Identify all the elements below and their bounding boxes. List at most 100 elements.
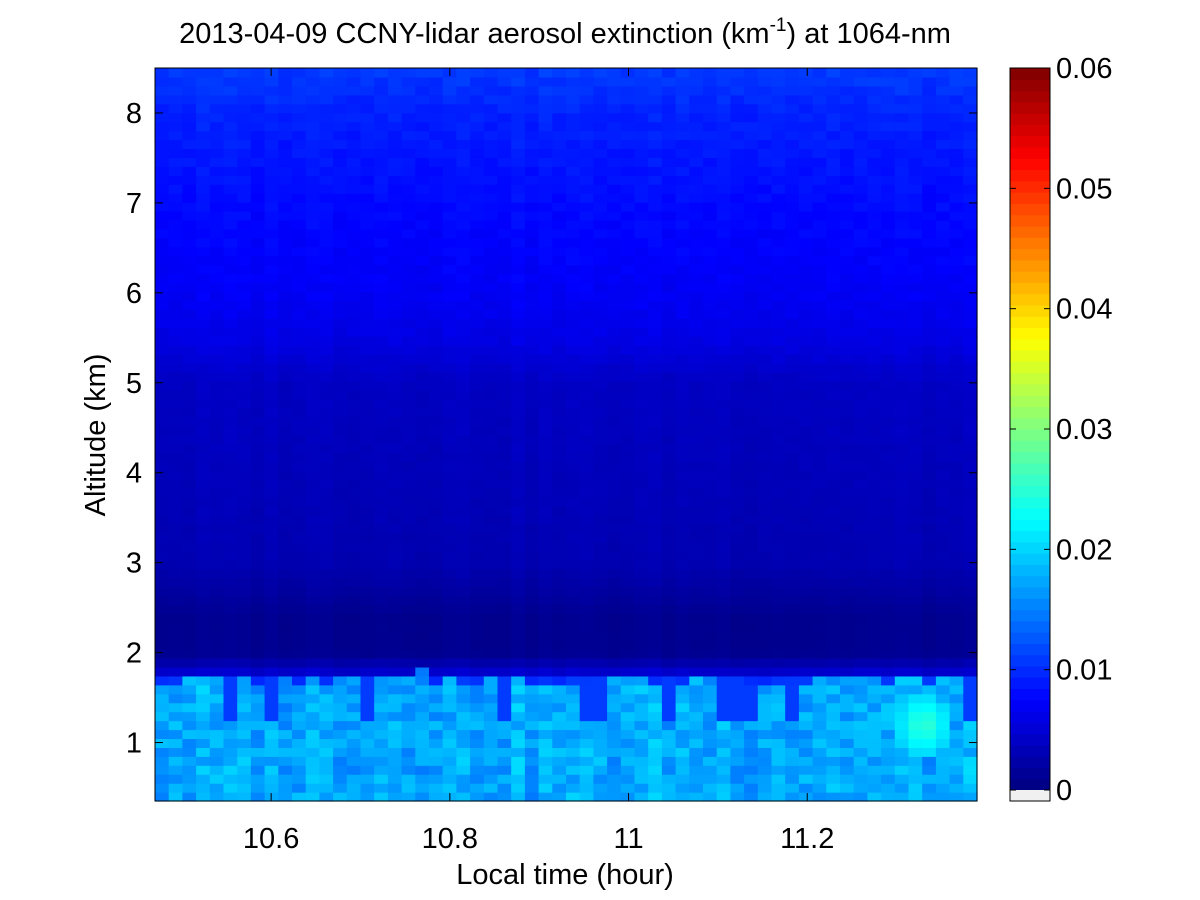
heatmap-cell bbox=[785, 720, 800, 731]
heatmap-cell bbox=[168, 613, 183, 623]
heatmap-cell bbox=[922, 345, 937, 355]
heatmap-cell bbox=[470, 354, 485, 364]
heatmap-cell bbox=[524, 541, 540, 552]
heatmap-cell bbox=[538, 389, 553, 400]
heatmap-cell bbox=[648, 613, 663, 623]
heatmap-cell bbox=[620, 792, 636, 802]
heatmap-cell bbox=[168, 702, 183, 713]
heatmap-cell bbox=[744, 282, 759, 293]
heatmap-cell bbox=[182, 541, 197, 552]
heatmap-cell bbox=[387, 228, 403, 239]
heatmap-cell bbox=[935, 568, 951, 579]
heatmap-cell bbox=[922, 461, 937, 471]
heatmap-cell bbox=[716, 202, 731, 212]
heatmap-cell bbox=[757, 747, 773, 757]
heatmap-cell bbox=[661, 452, 677, 462]
heatmap-cell bbox=[401, 720, 416, 731]
heatmap-cell bbox=[250, 479, 266, 489]
heatmap-cell bbox=[661, 175, 677, 185]
heatmap-cell bbox=[812, 613, 827, 623]
heatmap-cell bbox=[470, 103, 485, 114]
heatmap-cell bbox=[346, 720, 362, 731]
heatmap-cell bbox=[771, 264, 786, 275]
heatmap-cell bbox=[566, 121, 581, 132]
heatmap-cell bbox=[429, 193, 444, 203]
heatmap-cell bbox=[387, 336, 403, 346]
heatmap-cell bbox=[744, 711, 759, 722]
heatmap-cell bbox=[470, 318, 485, 328]
heatmap-cell bbox=[278, 309, 293, 319]
heatmap-cell bbox=[497, 112, 512, 123]
heatmap-cell bbox=[237, 345, 252, 355]
heatmap-cell bbox=[689, 76, 704, 87]
heatmap-cell bbox=[675, 684, 690, 695]
heatmap-cell bbox=[333, 514, 348, 525]
heatmap-cell bbox=[894, 416, 910, 427]
heatmap-cell bbox=[155, 327, 170, 337]
heatmap-cell bbox=[826, 541, 841, 552]
heatmap-cell bbox=[319, 425, 334, 436]
heatmap-cell bbox=[620, 443, 636, 453]
heatmap-cell bbox=[744, 514, 759, 525]
heatmap-cell bbox=[579, 255, 594, 266]
heatmap-cell bbox=[319, 434, 334, 445]
heatmap-cell bbox=[538, 336, 553, 346]
heatmap-cell bbox=[497, 228, 512, 239]
heatmap-cell bbox=[333, 532, 348, 543]
heatmap-cell bbox=[552, 184, 567, 194]
heatmap-cell bbox=[840, 568, 855, 579]
heatmap-cell bbox=[593, 479, 608, 489]
heatmap-cell bbox=[579, 541, 594, 552]
heatmap-cell bbox=[305, 85, 320, 96]
heatmap-cell bbox=[360, 577, 375, 588]
heatmap-cell bbox=[620, 228, 636, 239]
heatmap-cell bbox=[675, 175, 690, 185]
heatmap-cell bbox=[812, 112, 827, 123]
heatmap-cell bbox=[826, 586, 841, 596]
heatmap-cell bbox=[387, 577, 403, 588]
heatmap-cell bbox=[949, 604, 964, 614]
heatmap-cell bbox=[168, 354, 183, 364]
heatmap-cell bbox=[853, 470, 868, 480]
heatmap-cell bbox=[634, 452, 649, 462]
heatmap-cell bbox=[401, 282, 416, 293]
heatmap-cell bbox=[429, 336, 444, 346]
heatmap-cell bbox=[155, 76, 170, 87]
heatmap-cell bbox=[826, 103, 841, 114]
heatmap-cell bbox=[566, 720, 581, 731]
heatmap-cell bbox=[881, 783, 896, 793]
heatmap-cell bbox=[319, 211, 334, 221]
colorbar-segment bbox=[1010, 643, 1050, 656]
heatmap-cell bbox=[703, 354, 718, 364]
heatmap-cell bbox=[374, 318, 389, 328]
heatmap-cell bbox=[552, 273, 567, 284]
heatmap-cell bbox=[456, 246, 471, 257]
heatmap-cell bbox=[949, 684, 964, 695]
heatmap-cell bbox=[237, 666, 252, 677]
heatmap-cell bbox=[442, 675, 457, 686]
heatmap-cell bbox=[593, 720, 608, 731]
heatmap-cell bbox=[579, 666, 594, 677]
heatmap-cell bbox=[730, 291, 745, 302]
heatmap-cell bbox=[387, 452, 403, 462]
heatmap-cell bbox=[374, 193, 389, 203]
heatmap-cell bbox=[634, 371, 649, 382]
heatmap-cell bbox=[744, 657, 759, 668]
heatmap-cell bbox=[894, 434, 910, 445]
heatmap-cell bbox=[483, 738, 499, 748]
heatmap-cell bbox=[319, 94, 334, 105]
heatmap-cell bbox=[798, 291, 814, 302]
heatmap-cell bbox=[757, 729, 773, 740]
heatmap-cell bbox=[168, 121, 183, 132]
heatmap-cell bbox=[853, 202, 868, 212]
heatmap-cell bbox=[744, 488, 759, 498]
heatmap-cell bbox=[415, 756, 430, 766]
heatmap-cell bbox=[963, 729, 978, 740]
heatmap-cell bbox=[757, 157, 773, 167]
heatmap-cell bbox=[401, 506, 416, 516]
heatmap-cell bbox=[826, 666, 841, 677]
heatmap-cell bbox=[922, 488, 937, 498]
heatmap-cell bbox=[689, 541, 704, 552]
heatmap-cell bbox=[538, 792, 553, 802]
heatmap-cell bbox=[607, 300, 622, 310]
